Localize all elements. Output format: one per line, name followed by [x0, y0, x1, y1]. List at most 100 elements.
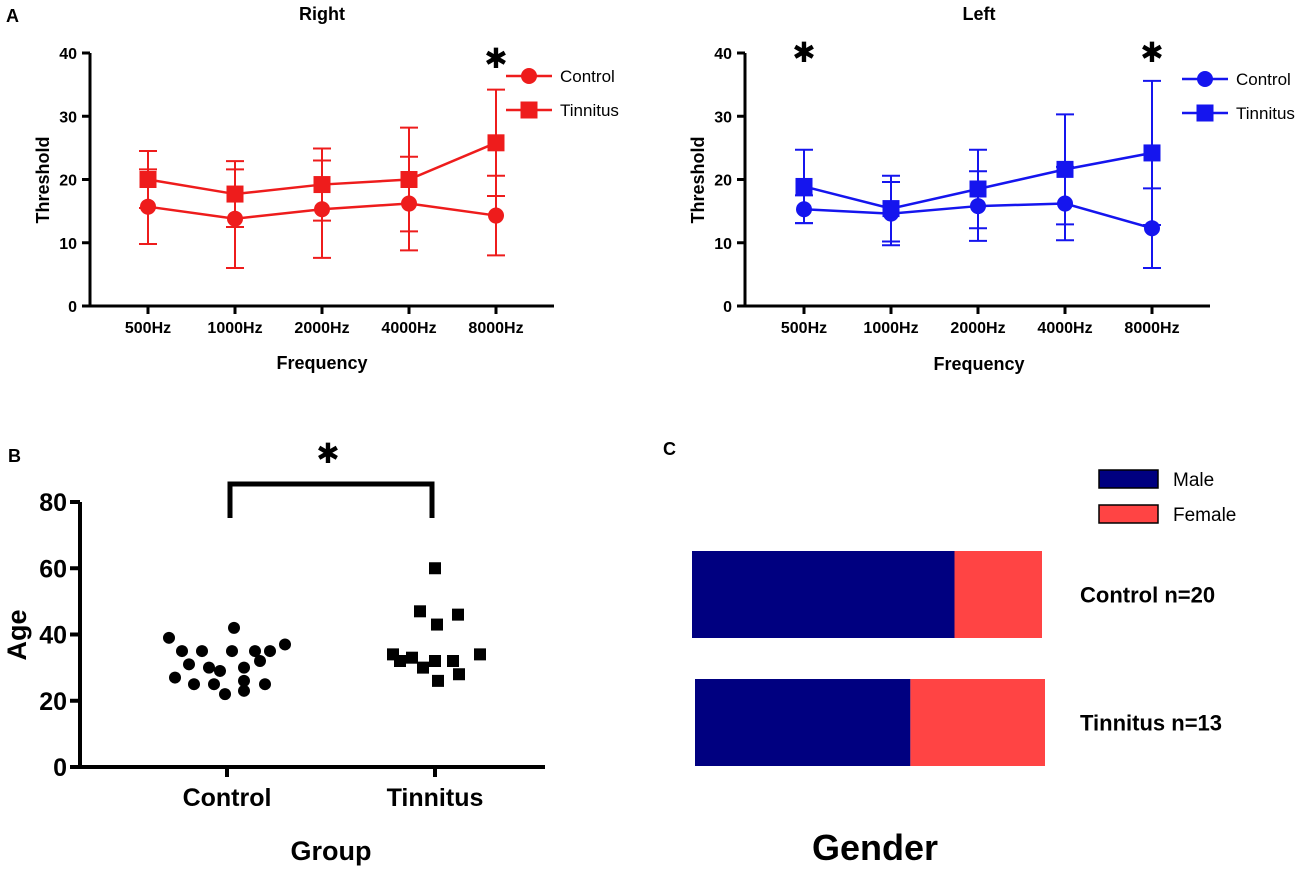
x-tick-label: 8000Hz [1124, 320, 1179, 337]
data-point-tinnitus [1056, 160, 1074, 178]
panel-label-c: C [663, 439, 676, 459]
x-tick-label: 500Hz [781, 320, 827, 337]
gender-bar-male [692, 551, 955, 638]
age-point-control [183, 658, 195, 671]
age-point-control [238, 674, 250, 687]
age-point-tinnitus [431, 618, 443, 631]
gender-row-label: Control n=20 [1080, 583, 1215, 608]
x-tick-label: Tinnitus [387, 784, 484, 812]
age-point-tinnitus [406, 651, 418, 664]
y-tick-label: 0 [723, 299, 732, 316]
y-tick-label: 40 [59, 46, 77, 63]
data-point-control [227, 210, 243, 227]
y-tick-label: 0 [53, 754, 67, 782]
x-tick-label: 1000Hz [863, 320, 918, 337]
y-tick-label: 80 [39, 489, 67, 517]
x-tick-label: 2000Hz [294, 320, 349, 337]
data-point-tinnitus [795, 177, 813, 195]
data-point-control [796, 201, 812, 218]
data-point-tinnitus [969, 180, 987, 198]
y-tick-label: 30 [714, 109, 732, 126]
age-point-control [226, 645, 238, 658]
y-tick-label: 30 [59, 109, 77, 126]
x-tick-label: 8000Hz [468, 320, 523, 337]
legend-marker-tinnitus [1196, 104, 1214, 122]
age-point-tinnitus [429, 562, 441, 575]
age-chart-ylabel: Age [2, 609, 32, 660]
age-point-control [188, 678, 200, 691]
legend-swatch-male [1098, 469, 1159, 489]
data-point-control [1057, 195, 1073, 212]
legend-label-male: Male [1173, 470, 1214, 491]
y-tick-label: 20 [59, 173, 77, 190]
left-ear-threshold-chart: Left Frequency Threshold 0 10 20 30 40 500Hz 1… [688, 4, 1295, 374]
gender-row-label: Tinnitus n=13 [1080, 711, 1222, 736]
age-point-control [214, 664, 226, 677]
age-point-control [208, 678, 220, 691]
y-tick-label: 40 [714, 46, 732, 63]
legend-swatch-female [1098, 504, 1159, 524]
data-point-control [970, 198, 986, 215]
age-point-control [238, 684, 250, 697]
age-point-control [219, 688, 231, 701]
x-tick-label: 2000Hz [950, 320, 1005, 337]
age-point-tinnitus [432, 674, 444, 687]
legend-label-control: Control [1236, 70, 1291, 89]
legend-label-control: Control [560, 67, 615, 86]
data-point-control [401, 195, 417, 212]
legend-marker-control [1197, 71, 1213, 87]
x-tick-label: Control [183, 784, 272, 812]
data-point-control [314, 201, 330, 218]
y-tick-label: 0 [68, 299, 77, 316]
left-chart-ylabel: Threshold [688, 136, 708, 223]
gender-stacked-bar-chart: Gender Control n=20 Tinnitus n=13 Male Fema… [692, 469, 1236, 868]
significance-bracket [227, 481, 435, 518]
data-point-tinnitus [139, 171, 157, 188]
age-point-control [203, 661, 215, 674]
age-point-control [249, 645, 261, 658]
gender-bar-female [954, 551, 1042, 638]
age-point-control [163, 631, 175, 644]
data-point-tinnitus [1143, 144, 1161, 162]
legend-label-tinnitus: Tinnitus [1236, 104, 1295, 123]
legend-label-female: Female [1173, 505, 1236, 526]
significance-star: ✱ [484, 43, 507, 74]
left-chart-title: Left [963, 4, 996, 24]
x-tick-label: 4000Hz [1037, 320, 1092, 337]
left-chart-xlabel: Frequency [933, 354, 1024, 374]
significance-star: ✱ [1140, 37, 1163, 68]
age-point-control [169, 671, 181, 684]
gender-bar-male [695, 679, 911, 766]
data-point-control [140, 198, 156, 215]
age-point-control [228, 621, 240, 634]
gender-bar-female [910, 679, 1045, 766]
age-point-control [259, 678, 271, 691]
significance-star: ✱ [316, 438, 339, 469]
age-point-control [196, 645, 208, 658]
y-tick-label: 10 [59, 236, 77, 253]
age-point-tinnitus [452, 608, 464, 621]
y-tick-label: 60 [39, 555, 67, 583]
x-tick-label: 1000Hz [207, 320, 262, 337]
y-tick-label: 20 [39, 688, 67, 716]
right-chart-title: Right [299, 4, 345, 24]
legend-marker-control [521, 68, 537, 84]
age-point-tinnitus [453, 668, 465, 681]
legend-marker-tinnitus [520, 101, 538, 119]
data-point-tinnitus [882, 200, 900, 218]
age-point-tinnitus [417, 661, 429, 674]
age-point-control [264, 645, 276, 658]
age-point-control [279, 638, 291, 651]
panel-label-b: B [8, 446, 21, 466]
age-point-tinnitus [414, 605, 426, 618]
right-chart-xlabel: Frequency [276, 353, 367, 373]
data-point-control [488, 207, 504, 224]
panel-label-a: A [6, 6, 19, 26]
age-point-control [176, 645, 188, 658]
gender-chart-xlabel: Gender [812, 827, 938, 868]
age-point-tinnitus [474, 648, 486, 661]
y-tick-label: 20 [714, 173, 732, 190]
data-point-tinnitus [226, 185, 244, 203]
legend-label-tinnitus: Tinnitus [560, 101, 619, 120]
age-point-tinnitus [447, 655, 459, 667]
